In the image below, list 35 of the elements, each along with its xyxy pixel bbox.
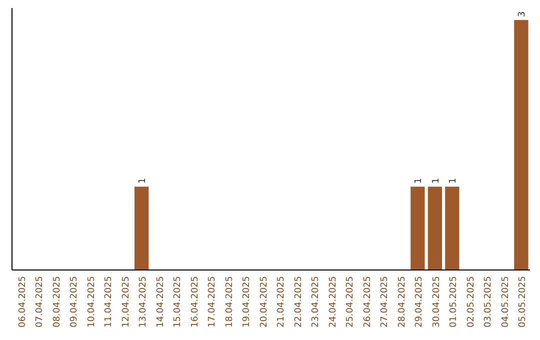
x-tick-label: 15.04.2025 [173,276,184,328]
x-tick-label: 26.04.2025 [362,276,373,328]
data-label: 1 [138,178,148,184]
data-label: 1 [414,178,424,184]
x-tick-label: 18.04.2025 [224,276,235,328]
x-tick-label: 19.04.2025 [242,276,252,328]
x-tick-label: 10.04.2025 [86,276,97,328]
x-tick-label: 08.04.2025 [52,276,62,328]
x-tick-label: 09.04.2025 [70,276,80,328]
x-tick-label: 28.04.2025 [397,276,408,328]
x-tick-label: 04.05.2025 [500,276,511,328]
x-tick-label: 13.04.2025 [138,276,149,328]
x-tick-label: 11.04.2025 [104,276,114,328]
x-tick-label: 16.04.2025 [190,276,200,328]
x-tick-label: 24.04.2025 [328,276,338,328]
data-label: 1 [448,178,459,184]
data-label: 1 [431,178,442,184]
x-tick-label: 01.05.2025 [449,276,460,328]
x-tick-label: 05.05.2025 [518,276,528,328]
x-tick-label: 30.04.2025 [432,276,442,328]
x-tick-label: 12.04.2025 [121,276,132,328]
x-tick-label: 21.04.2025 [276,276,287,328]
x-tick-label: 29.04.2025 [414,276,425,328]
x-tick-label: 07.04.2025 [35,276,46,328]
x-tick-label: 27.04.2025 [380,276,390,328]
x-tick-label: 20.04.2025 [259,276,270,328]
x-tick-label: 14.04.2025 [156,276,166,328]
x-tick-label: 17.04.2025 [208,276,218,328]
x-tick-label: 23.04.2025 [311,276,322,328]
x-tick-label: 22.04.2025 [294,276,304,328]
x-tick-label: 06.04.2025 [18,276,28,328]
x-tick-label: 02.05.2025 [466,276,476,328]
x-tick-label: 25.04.2025 [346,276,356,328]
data-label: 3 [518,11,528,17]
x-tick-label: 03.05.2025 [484,276,494,328]
